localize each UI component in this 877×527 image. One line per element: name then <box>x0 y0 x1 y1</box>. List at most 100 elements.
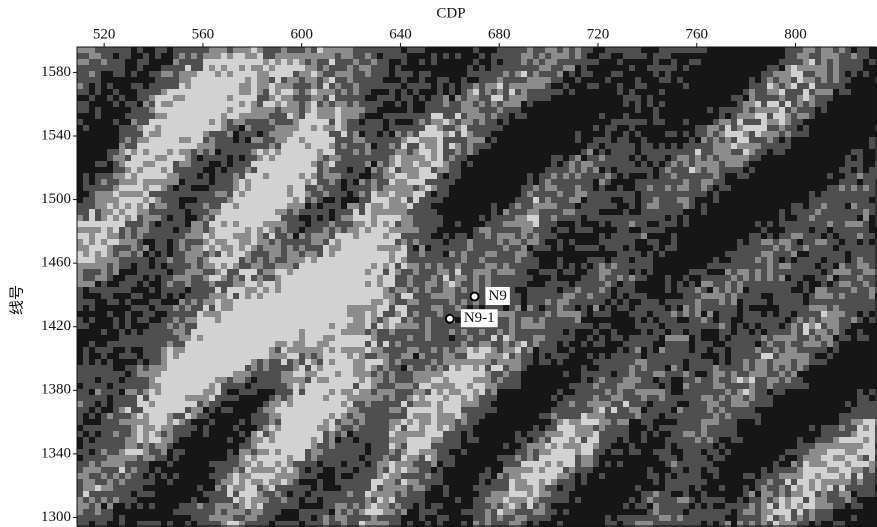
texture-cell <box>131 95 137 101</box>
texture-cell <box>629 257 635 263</box>
texture-cell <box>707 47 713 53</box>
texture-cell <box>509 185 515 191</box>
texture-cell <box>533 167 539 173</box>
texture-cell <box>377 89 383 95</box>
texture-cell <box>263 305 269 311</box>
texture-cell <box>125 215 131 221</box>
texture-cell <box>515 395 521 401</box>
texture-cell <box>287 287 293 293</box>
texture-cell <box>683 371 689 377</box>
texture-cell <box>761 293 767 299</box>
texture-cell <box>107 125 113 131</box>
texture-cell <box>161 71 167 77</box>
texture-cell <box>101 407 107 413</box>
texture-cell <box>131 59 137 65</box>
texture-cell <box>485 263 491 269</box>
texture-cell <box>323 233 329 239</box>
texture-cell <box>533 119 539 125</box>
texture-cell <box>269 173 275 179</box>
texture-cell <box>83 287 89 293</box>
texture-cell <box>119 143 125 149</box>
texture-cell <box>491 167 497 173</box>
texture-cell <box>179 383 185 389</box>
texture-cell <box>215 377 221 383</box>
texture-cell <box>821 89 827 95</box>
texture-cell <box>293 317 299 323</box>
texture-cell <box>761 65 767 71</box>
texture-cell <box>713 53 719 59</box>
texture-cell <box>245 197 251 203</box>
texture-cell <box>653 167 659 173</box>
texture-cell <box>659 245 665 251</box>
texture-cell <box>215 245 221 251</box>
texture-cell <box>479 221 485 227</box>
texture-cell <box>197 185 203 191</box>
texture-cell <box>137 233 143 239</box>
texture-cell <box>203 125 209 131</box>
texture-cell <box>461 395 467 401</box>
texture-cell <box>419 107 425 113</box>
texture-cell <box>647 245 653 251</box>
texture-cell <box>77 281 83 287</box>
texture-cell <box>125 293 131 299</box>
texture-cell <box>215 317 221 323</box>
texture-cell <box>845 83 851 89</box>
texture-cell <box>761 173 767 179</box>
texture-cell <box>545 257 551 263</box>
texture-cell <box>269 401 275 407</box>
texture-cell <box>155 161 161 167</box>
texture-cell <box>533 335 539 341</box>
texture-cell <box>497 377 503 383</box>
texture-cell <box>233 107 239 113</box>
texture-cell <box>869 101 875 107</box>
texture-cell <box>257 161 263 167</box>
texture-cell <box>785 119 791 125</box>
texture-cell <box>611 323 617 329</box>
texture-cell <box>857 263 863 269</box>
texture-cell <box>731 101 737 107</box>
texture-cell <box>113 353 119 359</box>
texture-cell <box>221 59 227 65</box>
texture-cell <box>389 245 395 251</box>
texture-cell <box>563 389 569 395</box>
texture-cell <box>581 317 587 323</box>
texture-cell <box>677 185 683 191</box>
texture-cell <box>263 101 269 107</box>
texture-cell <box>263 317 269 323</box>
texture-cell <box>611 347 617 353</box>
texture-cell <box>425 395 431 401</box>
texture-cell <box>551 119 557 125</box>
texture-cell <box>443 251 449 257</box>
texture-cell <box>77 125 83 131</box>
texture-cell <box>257 47 263 53</box>
texture-cell <box>257 257 263 263</box>
texture-cell <box>257 59 263 65</box>
texture-cell <box>395 59 401 65</box>
texture-cell <box>101 323 107 329</box>
texture-cell <box>461 341 467 347</box>
texture-cell <box>215 89 221 95</box>
texture-cell <box>209 257 215 263</box>
texture-cell <box>719 71 725 77</box>
texture-cell <box>473 77 479 83</box>
texture-cell <box>743 107 749 113</box>
texture-cell <box>131 167 137 173</box>
texture-cell <box>323 347 329 353</box>
attribute-texture <box>77 47 877 527</box>
texture-cell <box>263 293 269 299</box>
texture-cell <box>647 221 653 227</box>
texture-cell <box>101 137 107 143</box>
texture-cell <box>833 125 839 131</box>
texture-cell <box>545 179 551 185</box>
texture-cell <box>677 155 683 161</box>
texture-cell <box>227 203 233 209</box>
texture-cell <box>767 269 773 275</box>
texture-cell <box>389 389 395 395</box>
texture-cell <box>89 257 95 263</box>
texture-cell <box>491 131 497 137</box>
texture-cell <box>659 347 665 353</box>
texture-cell <box>833 95 839 101</box>
texture-cell <box>593 395 599 401</box>
texture-cell <box>725 47 731 53</box>
texture-cell <box>815 407 821 413</box>
